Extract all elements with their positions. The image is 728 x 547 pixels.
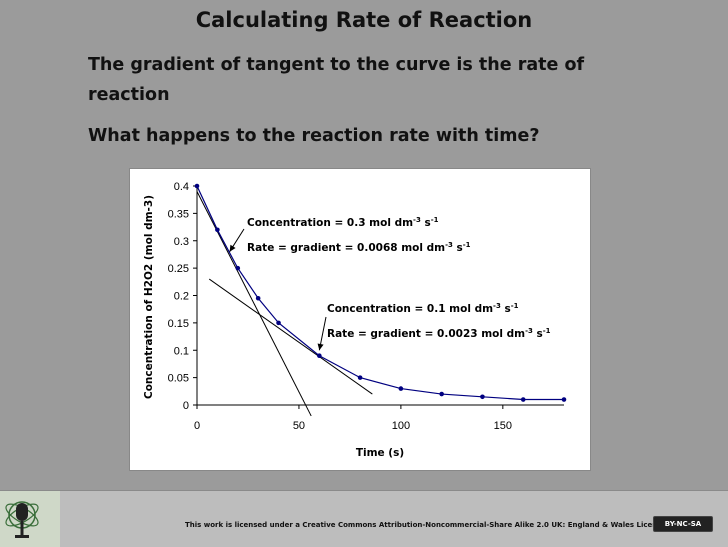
data-point <box>215 227 220 233</box>
x-tick-labels: 0 50 100 150 <box>194 420 512 432</box>
x-tick-label: 100 <box>392 420 410 432</box>
data-series <box>194 183 567 402</box>
chart-panel: 0 0.05 0.1 0.15 0.2 0.25 0.3 0.35 0.4 0 50 100 150 … <box>129 168 591 471</box>
annotation-text: Rate = gradient = 0.0068 mol dm-3 s-1 <box>247 241 471 254</box>
question-text: What happens to the reaction rate with t… <box>88 126 540 146</box>
x-tick-label: 50 <box>293 420 305 432</box>
data-point <box>255 295 261 301</box>
footer-bar: This work is licensed under a Creative C… <box>0 490 728 547</box>
data-point <box>561 397 567 402</box>
statement-line-2: reaction <box>88 85 170 105</box>
y-tick-label: 0.05 <box>168 373 189 385</box>
annotation-text: Rate = gradient = 0.0023 mol dm-3 s-1 <box>327 327 551 340</box>
arrow-head-icon <box>229 244 236 252</box>
data-point <box>520 397 526 402</box>
x-tick-label: 0 <box>194 420 200 432</box>
chart-axes <box>193 185 564 409</box>
y-tick-label: 0.25 <box>168 263 189 275</box>
y-tick-label: 0.35 <box>168 208 189 220</box>
arrow-head-icon <box>317 343 324 351</box>
y-tick-label: 0 <box>183 400 189 412</box>
data-point <box>235 265 241 271</box>
statement-line-1: The gradient of tangent to the curve is … <box>88 55 585 75</box>
data-point <box>276 320 281 326</box>
slide-title: Calculating Rate of Reaction <box>195 8 533 32</box>
x-axis-label: Time (s) <box>356 447 404 459</box>
creative-commons-badge-icon[interactable]: BY-NC-SA <box>653 516 713 532</box>
y-tick-label: 0.1 <box>174 345 189 357</box>
microphone-logo-icon <box>0 491 60 547</box>
y-tick-labels: 0 0.05 0.1 0.15 0.2 0.25 0.3 0.35 0.4 <box>168 181 189 412</box>
series-line <box>196 185 564 401</box>
y-axis-label: Concentration of H2O2 (mol dm-3) <box>143 195 155 399</box>
chart: 00.050.10.150.20.250.30.350.4 0 50 100 150 … <box>143 181 567 459</box>
data-point <box>317 353 322 359</box>
data-point <box>480 394 485 400</box>
tangent-line <box>208 278 373 395</box>
y-tick-label: 0.4 <box>174 181 189 193</box>
data-point <box>357 375 363 380</box>
annotation-text: Concentration = 0.3 mol dm-3 s-1 <box>247 216 439 229</box>
data-point <box>194 183 200 189</box>
y-tick-label: 0.15 <box>168 318 189 330</box>
y-tick-label: 0.3 <box>174 236 189 248</box>
data-point <box>439 391 444 397</box>
annotations: Concentration = 0.3 mol dm-3 s-1 Rate = g… <box>229 216 551 351</box>
y-tick-label: 0.2 <box>174 291 189 303</box>
data-point <box>398 386 404 391</box>
annotation-text: Concentration = 0.1 mol dm-3 s-1 <box>327 302 519 315</box>
license-text: This work is licensed under a Creative C… <box>185 521 667 529</box>
x-tick-label: 150 <box>494 420 512 432</box>
